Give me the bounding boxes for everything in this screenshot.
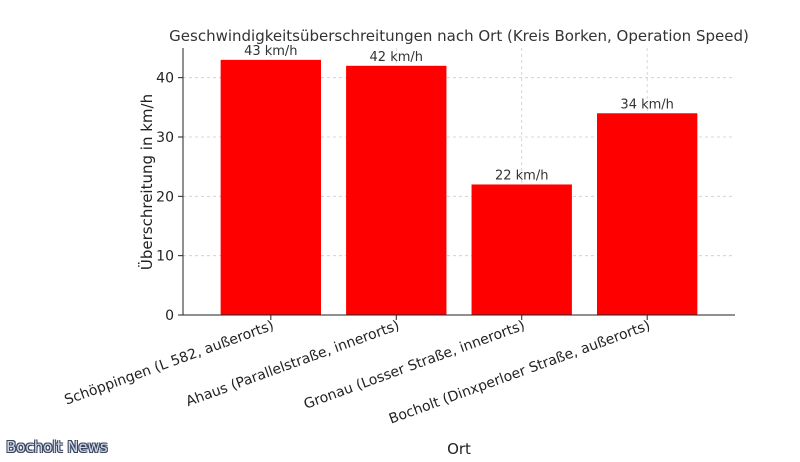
x-tick-label: Schöppingen (L 582, außerorts) <box>62 318 276 409</box>
bar <box>220 59 321 315</box>
x-tick-label: Gronau (Losser Straße, innerorts) <box>302 318 527 413</box>
y-tick-label: 30 <box>156 130 174 146</box>
y-axis-label: Überschreitung in km/h <box>137 94 156 270</box>
bar-data-label: 43 km/h <box>244 44 298 59</box>
chart-title: Geschwindigkeitsüberschreitungen nach Or… <box>169 27 749 45</box>
y-tick-label: 10 <box>156 249 174 265</box>
y-ticks: 0 10 20 30 40 <box>156 71 183 324</box>
x-axis-label: Ort <box>447 440 471 458</box>
bar-data-label: 22 km/h <box>495 168 549 183</box>
y-tick-label: 40 <box>156 71 174 87</box>
bar <box>346 65 447 315</box>
bar <box>471 184 572 315</box>
bar-data-label: 42 km/h <box>370 50 424 65</box>
bar <box>597 113 698 316</box>
y-tick-label: 0 <box>165 308 174 324</box>
x-ticks: Schöppingen (L 582, außerorts)Ahaus (Par… <box>62 315 653 427</box>
axes <box>182 48 735 316</box>
watermark-logo: Bocholt News <box>6 438 108 456</box>
x-tick-label: Ahaus (Parallelstraße, innerorts) <box>184 318 402 410</box>
bars: 43 km/h 42 km/h 22 km/h 34 km/h <box>220 44 698 316</box>
y-tick-label: 20 <box>156 189 174 205</box>
bar-data-label: 34 km/h <box>620 97 674 112</box>
